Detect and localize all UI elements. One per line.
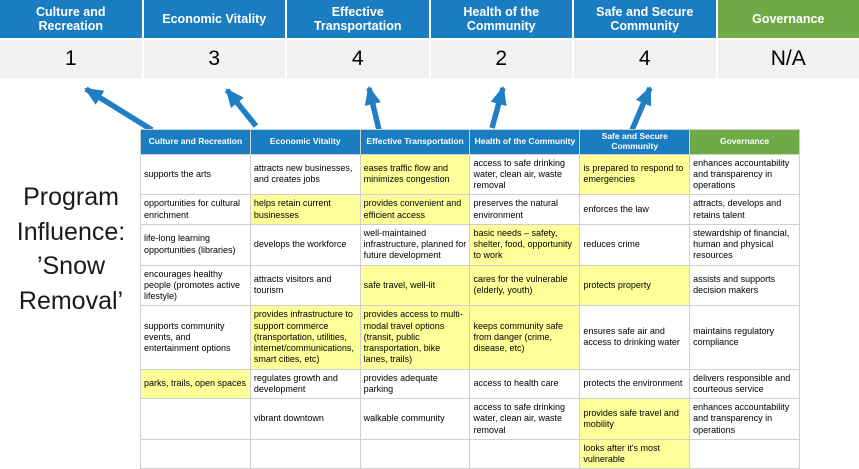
matrix-header-health-of-the-community: Health of the Community	[470, 130, 580, 155]
matrix-header-effective-transportation: Effective Transportation	[360, 130, 470, 155]
page-title: Program Influence: ’Snow Removal’	[3, 180, 139, 318]
matrix-cell-r1-c1: supports the arts	[141, 154, 251, 195]
matrix-cell-r5-c5: ensures safe air and access to drinking …	[580, 306, 690, 369]
matrix-cell-r1-c4: access to safe drinking water, clean air…	[470, 154, 580, 195]
matrix-cell-r1-c5: is prepared to respond to emergencies	[580, 154, 690, 195]
arrow-effective-transportation	[369, 88, 379, 130]
matrix-row-3: life-long learning opportunities (librar…	[141, 224, 800, 265]
matrix-cell-r3-c3: well-maintained infrastructure, planned …	[360, 224, 470, 265]
matrix-row-5: supports community events, and entertain…	[141, 306, 800, 369]
matrix-cell-r3-c1: life-long learning opportunities (librar…	[141, 224, 251, 265]
matrix-cell-r8-c1	[141, 439, 251, 469]
matrix-cell-r5-c1: supports community events, and entertain…	[141, 306, 251, 369]
matrix-cell-r1-c3: eases traffic flow and minimizes congest…	[360, 154, 470, 195]
matrix-cell-r7-c2: vibrant downtown	[250, 399, 360, 440]
matrix-cell-r3-c6: stewardship of financial, human and phys…	[690, 224, 800, 265]
matrix-cell-r2-c5: enforces the law	[580, 195, 690, 225]
summary-header-economic-vitality: Economic Vitality	[144, 0, 288, 38]
matrix-header-governance: Governance	[690, 130, 800, 155]
summary-score-culture-and-recreation: 1	[0, 40, 144, 78]
matrix-cell-r4-c6: assists and supports decision makers	[690, 265, 800, 306]
matrix-cell-r8-c3	[360, 439, 470, 469]
matrix-cell-r7-c6: enhances accountability and transparency…	[690, 399, 800, 440]
matrix-cell-r7-c3: walkable community	[360, 399, 470, 440]
matrix-cell-r2-c4: preserves the natural environment	[470, 195, 580, 225]
matrix-row-4: encourages healthy people (promotes acti…	[141, 265, 800, 306]
matrix-cell-r2-c3: provides convenient and efficient access	[360, 195, 470, 225]
arrow-economic-vitality	[227, 90, 256, 126]
matrix-cell-r4-c2: attracts visitors and tourism	[250, 265, 360, 306]
matrix-cell-r8-c5: looks after it's most vulnerable	[580, 439, 690, 469]
arrow-safe-and-secure-community	[632, 88, 650, 130]
summary-score-governance: N/A	[718, 40, 859, 78]
matrix-cell-r1-c2: attracts new businesses, and creates job…	[250, 154, 360, 195]
matrix-cell-r4-c1: encourages healthy people (promotes acti…	[141, 265, 251, 306]
matrix-cell-r1-c6: enhances accountability and transparency…	[690, 154, 800, 195]
matrix-header-safe-and-secure-community: Safe and Secure Community	[580, 130, 690, 155]
matrix-cell-r4-c4: cares for the vulnerable (elderly, youth…	[470, 265, 580, 306]
matrix-cell-r8-c2	[250, 439, 360, 469]
arrow-culture-and-recreation	[86, 89, 152, 130]
matrix-cell-r6-c2: regulates growth and development	[250, 369, 360, 399]
matrix-cell-r2-c6: attracts, develops and retains talent	[690, 195, 800, 225]
matrix-cell-r5-c2: provides infrastructure to support comme…	[250, 306, 360, 369]
summary-score-health-of-the-community: 2	[431, 40, 575, 78]
matrix-cell-r5-c3: provides access to multi-modal travel op…	[360, 306, 470, 369]
matrix-cell-r4-c3: safe travel, well-lit	[360, 265, 470, 306]
score-arrows-layer	[0, 80, 859, 132]
summary-score-effective-transportation: 4	[287, 40, 431, 78]
matrix-cell-r6-c1: parks, trails, open spaces	[141, 369, 251, 399]
matrix-cell-r3-c5: reduces crime	[580, 224, 690, 265]
matrix-cell-r4-c5: protects property	[580, 265, 690, 306]
matrix-header-culture-and-recreation: Culture and Recreation	[141, 130, 251, 155]
matrix-cell-r3-c4: basic needs – safety, shelter, food, opp…	[470, 224, 580, 265]
summary-score-economic-vitality: 3	[144, 40, 288, 78]
matrix-row-8: looks after it's most vulnerable	[141, 439, 800, 469]
matrix-cell-r2-c1: opportunities for cultural enrichment	[141, 195, 251, 225]
matrix-cell-r6-c4: access to health care	[470, 369, 580, 399]
matrix-header-economic-vitality: Economic Vitality	[250, 130, 360, 155]
summary-header-health-of-the-community: Health of the Community	[431, 0, 575, 38]
matrix-cell-r7-c4: access to safe drinking water, clean air…	[470, 399, 580, 440]
arrow-health-of-the-community	[492, 88, 503, 128]
summary-header-effective-transportation: Effective Transportation	[287, 0, 431, 38]
matrix-cell-r3-c2: develops the workforce	[250, 224, 360, 265]
summary-header-safe-and-secure-community: Safe and Secure Community	[574, 0, 718, 38]
matrix-cell-r6-c3: provides adequate parking	[360, 369, 470, 399]
matrix-cell-r2-c2: helps retain current businesses	[250, 195, 360, 225]
summary-header-culture-and-recreation: Culture and Recreation	[0, 0, 144, 38]
matrix-cell-r5-c6: maintains regulatory compliance	[690, 306, 800, 369]
matrix-cell-r6-c5: protects the environment	[580, 369, 690, 399]
matrix-cell-r6-c6: delivers responsible and courteous servi…	[690, 369, 800, 399]
matrix-cell-r7-c1	[141, 399, 251, 440]
summary-score-safe-and-secure-community: 4	[574, 40, 718, 78]
matrix-cell-r7-c5: provides safe travel and mobility	[580, 399, 690, 440]
summary-header-governance: Governance	[718, 0, 859, 38]
matrix-cell-r8-c4	[470, 439, 580, 469]
matrix-cell-r5-c4: keeps community safe from danger (crime,…	[470, 306, 580, 369]
matrix-cell-r8-c6	[690, 439, 800, 469]
